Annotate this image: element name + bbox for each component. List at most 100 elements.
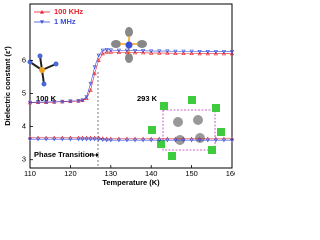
- data-point: [96, 58, 101, 62]
- data-point: [96, 137, 101, 142]
- data-point: [132, 138, 138, 143]
- x-tick-label: 130: [105, 169, 118, 178]
- data-point: [92, 137, 97, 142]
- series-line: [29, 51, 232, 104]
- data-point: [116, 138, 121, 143]
- data-point: [84, 96, 89, 101]
- annotation: 293 K: [137, 94, 158, 103]
- data-point: [27, 137, 33, 142]
- data-point: [35, 100, 41, 105]
- page: {"chart_data": {"type": "line", "x_label…: [2, 3, 235, 187]
- data-point: [229, 51, 235, 56]
- data-point: [205, 51, 210, 56]
- data-point: [213, 138, 218, 143]
- data-point: [149, 138, 154, 143]
- data-point: [116, 48, 121, 53]
- data-point: [173, 51, 178, 55]
- y-tick-label: 6: [22, 55, 26, 64]
- data-point: [141, 50, 146, 55]
- legend-marker: [40, 20, 44, 24]
- chart: 100 K 293 K Phase Transition Temperature…: [3, 3, 235, 187]
- data-point: [92, 71, 97, 76]
- data-point: [124, 48, 130, 53]
- annotation: Phase Transition: [34, 150, 94, 159]
- data-point: [76, 99, 81, 103]
- data-point: [165, 138, 170, 143]
- data-point: [100, 48, 105, 53]
- data-point: [108, 48, 113, 53]
- x-tick-label: 160: [226, 169, 235, 178]
- data-point: [173, 49, 178, 54]
- data-point: [181, 49, 186, 54]
- data-point: [104, 49, 109, 54]
- data-point: [149, 49, 154, 54]
- data-point: [80, 98, 85, 103]
- y-tick-label: 3: [22, 155, 26, 164]
- data-point: [189, 49, 194, 54]
- x-tick-label: 140: [145, 169, 158, 178]
- data-point: [213, 51, 218, 56]
- data-point: [52, 137, 57, 142]
- data-point: [108, 138, 113, 143]
- data-point: [44, 137, 49, 142]
- y-tick-label: 4: [22, 122, 26, 131]
- data-point: [88, 81, 93, 86]
- data-point: [88, 87, 93, 92]
- data-point: [124, 138, 130, 143]
- data-point: [100, 51, 105, 56]
- axes: [29, 3, 233, 169]
- molecule-293k: [111, 27, 147, 63]
- x-tick-label: 150: [185, 169, 198, 178]
- crystal-cell: [148, 96, 225, 160]
- data-point: [221, 138, 227, 143]
- data-point: [60, 99, 65, 104]
- data-point: [27, 100, 33, 105]
- data-point: [68, 137, 73, 142]
- data-point: [60, 137, 65, 142]
- series-line: [30, 138, 232, 141]
- x-tick-label: 120: [64, 169, 77, 178]
- molecule-100k: [27, 53, 59, 87]
- data-point: [221, 51, 227, 56]
- data-point: [197, 51, 202, 56]
- data-point: [104, 48, 109, 52]
- data-point: [52, 100, 57, 104]
- data-point: [165, 49, 170, 54]
- annotation-arrow: [96, 153, 99, 157]
- x-tick-label: 110: [24, 169, 36, 178]
- data-point: [205, 50, 210, 54]
- series-line: [29, 49, 232, 103]
- legend-label: 1 MHz: [54, 17, 76, 26]
- data-point: [96, 53, 101, 58]
- data-point: [104, 138, 109, 143]
- data-point: [124, 50, 130, 54]
- data-point: [189, 51, 194, 55]
- data-point: [197, 50, 202, 54]
- data-point: [80, 137, 85, 142]
- data-point: [132, 49, 138, 53]
- data-point: [213, 50, 218, 54]
- data-point: [205, 138, 210, 143]
- data-point: [44, 100, 49, 105]
- plot-frame: [29, 3, 233, 169]
- data-point: [189, 138, 194, 143]
- data-point: [181, 51, 186, 55]
- legend-label: 100 KHz: [54, 7, 83, 16]
- data-point: [197, 138, 202, 143]
- data-point: [84, 137, 89, 142]
- data-point: [84, 95, 89, 99]
- data-point: [157, 50, 162, 55]
- data-point: [108, 49, 113, 54]
- data-point: [149, 50, 154, 55]
- y-tick-label: 5: [22, 88, 26, 97]
- data-point: [116, 50, 121, 54]
- data-point: [100, 138, 105, 143]
- data-point: [181, 138, 186, 143]
- y-axis-title: Dielectric constant (ε′): [3, 46, 12, 126]
- data-point: [173, 138, 178, 143]
- data-point: [221, 50, 227, 54]
- data-point: [35, 137, 41, 142]
- data-point: [88, 137, 93, 142]
- data-point: [157, 49, 162, 54]
- legend-marker: [40, 10, 44, 14]
